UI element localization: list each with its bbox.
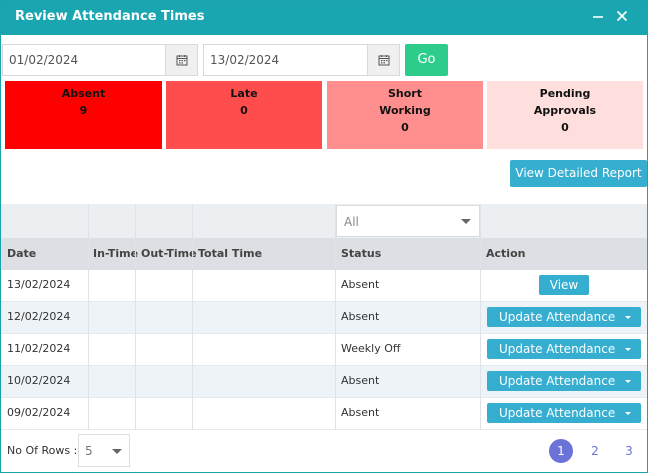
table-row: 11/02/2024 Weekly Off Update Attendance xyxy=(1,334,647,366)
stat-label-line2: Approvals xyxy=(533,104,597,117)
stat-count: 0 xyxy=(240,104,248,117)
column-header-out-time[interactable]: Out-Time xyxy=(141,247,197,260)
column-header-date[interactable]: Date xyxy=(7,247,37,260)
status-filter-value: All xyxy=(344,215,359,229)
update-attendance-button[interactable]: Update Attendance xyxy=(487,403,641,423)
stat-card-late[interactable]: Late 0 xyxy=(166,81,322,149)
to-date-value: 13/02/2024 xyxy=(210,53,280,67)
from-date-field[interactable]: 01/02/2024 xyxy=(2,44,198,76)
view-button[interactable]: View xyxy=(539,275,589,295)
table-header-row: Date In-Time Out-Time Total Time Status … xyxy=(1,238,647,270)
caret-down-icon[interactable] xyxy=(625,412,631,415)
title-bar: Review Attendance Times xyxy=(1,1,647,35)
rows-per-page-label: No Of Rows : xyxy=(7,444,78,457)
caret-down-icon[interactable] xyxy=(625,380,631,383)
update-attendance-label: Update Attendance xyxy=(499,310,616,324)
dialog-title: Review Attendance Times xyxy=(15,9,205,24)
cell-status: Absent xyxy=(341,374,380,387)
from-date-value: 01/02/2024 xyxy=(9,53,79,67)
table-row: 13/02/2024 Absent View xyxy=(1,270,647,302)
cell-date: 11/02/2024 xyxy=(7,342,71,355)
go-button[interactable]: Go xyxy=(405,44,448,76)
cell-status: Absent xyxy=(341,310,380,323)
status-filter-select[interactable]: All xyxy=(336,205,480,237)
close-icon[interactable] xyxy=(611,5,633,29)
rows-per-page-value: 5 xyxy=(85,444,93,458)
stat-count: 0 xyxy=(401,121,409,134)
stat-card-short-working[interactable]: Short Working 0 xyxy=(327,81,483,149)
update-attendance-button[interactable]: Update Attendance xyxy=(487,307,641,327)
column-header-in-time[interactable]: In-Time xyxy=(93,247,139,260)
update-attendance-button[interactable]: Update Attendance xyxy=(487,339,641,359)
caret-down-icon[interactable] xyxy=(625,348,631,351)
stat-count: 9 xyxy=(79,104,88,117)
update-attendance-label: Update Attendance xyxy=(499,406,616,420)
cell-status: Absent xyxy=(341,406,380,419)
cell-date: 10/02/2024 xyxy=(7,374,71,387)
stat-label-line2: Working xyxy=(379,104,431,117)
table-row: 10/02/2024 Absent Update Attendance xyxy=(1,366,647,398)
rows-per-page-select[interactable]: 5 xyxy=(78,434,130,467)
column-header-total-time[interactable]: Total Time xyxy=(198,247,263,260)
stat-card-pending-approvals[interactable]: Pending Approvals 0 xyxy=(487,81,643,149)
stat-label: Short xyxy=(388,87,422,100)
column-divider xyxy=(88,204,89,430)
column-divider xyxy=(480,204,481,430)
table-filter-row xyxy=(1,204,647,238)
stat-label: Pending xyxy=(539,87,591,100)
column-divider xyxy=(135,204,136,430)
cell-date: 09/02/2024 xyxy=(7,406,71,419)
table-row: 09/02/2024 Absent Update Attendance xyxy=(1,398,647,430)
calendar-icon[interactable] xyxy=(367,45,399,75)
chevron-down-icon xyxy=(461,219,471,224)
cell-date: 12/02/2024 xyxy=(7,310,71,323)
stat-count: 0 xyxy=(561,121,569,134)
column-divider xyxy=(192,204,193,430)
page-1-button[interactable]: 1 xyxy=(549,439,573,463)
minimize-icon[interactable] xyxy=(587,5,609,29)
column-header-action: Action xyxy=(486,247,526,260)
cell-status: Absent xyxy=(341,278,380,291)
chevron-down-icon xyxy=(112,449,122,454)
caret-down-icon[interactable] xyxy=(625,316,631,319)
update-attendance-label: Update Attendance xyxy=(499,342,616,356)
to-date-field[interactable]: 13/02/2024 xyxy=(203,44,400,76)
cell-status: Weekly Off xyxy=(341,342,401,355)
stat-card-absent[interactable]: Absent 9 xyxy=(5,81,162,149)
update-attendance-label: Update Attendance xyxy=(499,374,616,388)
cell-date: 13/02/2024 xyxy=(7,278,71,291)
update-attendance-button[interactable]: Update Attendance xyxy=(487,371,641,391)
page-3-button[interactable]: 3 xyxy=(625,444,633,458)
column-header-status[interactable]: Status xyxy=(341,247,382,260)
table-row: 12/02/2024 Absent Update Attendance xyxy=(1,302,647,334)
view-detailed-report-button[interactable]: View Detailed Report xyxy=(510,160,647,187)
stat-label: Late xyxy=(230,87,258,100)
stat-label: Absent xyxy=(61,87,106,100)
calendar-icon[interactable] xyxy=(165,45,197,75)
page-2-button[interactable]: 2 xyxy=(591,444,599,458)
column-divider xyxy=(335,204,336,430)
